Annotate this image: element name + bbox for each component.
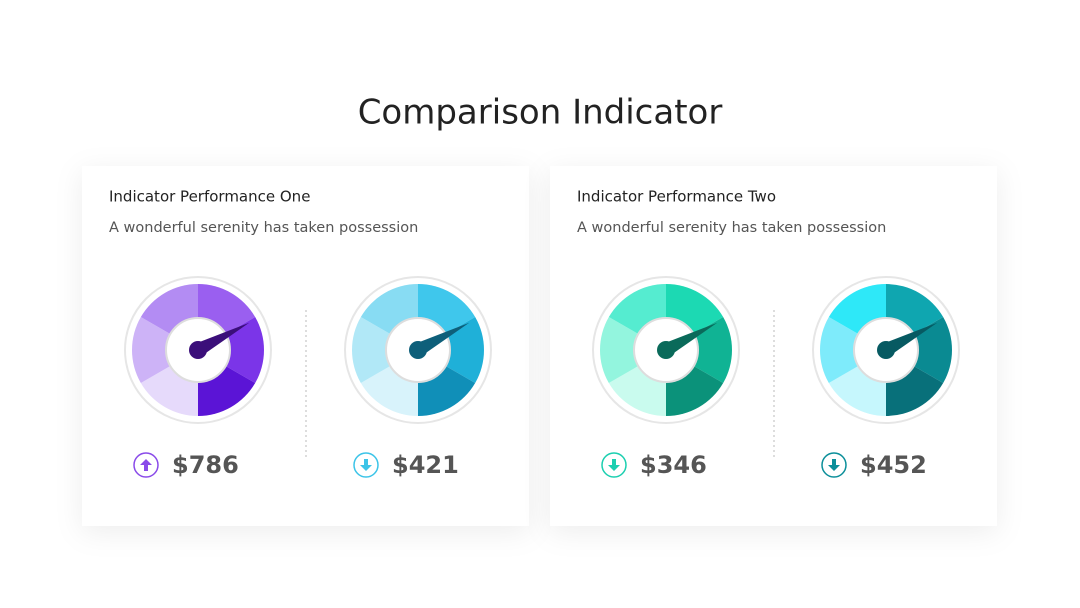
- gauge-value: $421: [392, 451, 459, 479]
- gauge-needle: [882, 322, 938, 357]
- trend-arrow: [828, 459, 840, 471]
- gauge-needle: [194, 322, 250, 357]
- gauge-value: $786: [172, 451, 239, 479]
- trend-arrow: [140, 459, 152, 471]
- gauge: $421: [344, 276, 492, 479]
- panel-title: Indicator Performance One: [109, 188, 310, 206]
- gauge-needle: [662, 322, 718, 357]
- panel: Indicator Performance One A wonderful ser…: [82, 166, 529, 526]
- gauge-pivot: [877, 341, 895, 359]
- slide-title: Comparison Indicator: [358, 93, 723, 133]
- gauge-pivot: [189, 341, 207, 359]
- panel-title: Indicator Performance Two: [577, 188, 776, 206]
- trend-arrow: [360, 459, 372, 471]
- gauge-pivot: [657, 341, 675, 359]
- gauge-pivot: [409, 341, 427, 359]
- gauge-value: $452: [860, 451, 927, 479]
- panel-subtitle: A wonderful serenity has taken possessio…: [109, 220, 418, 236]
- panel-subtitle: A wonderful serenity has taken possessio…: [577, 220, 886, 236]
- trend-arrow: [608, 459, 620, 471]
- gauge-value: $346: [640, 451, 707, 479]
- gauge: $346: [592, 276, 740, 479]
- gauge: $452: [812, 276, 960, 479]
- panel: Indicator Performance Two A wonderful ser…: [550, 166, 997, 526]
- gauge-needle: [414, 322, 470, 357]
- gauge: $786: [124, 276, 272, 479]
